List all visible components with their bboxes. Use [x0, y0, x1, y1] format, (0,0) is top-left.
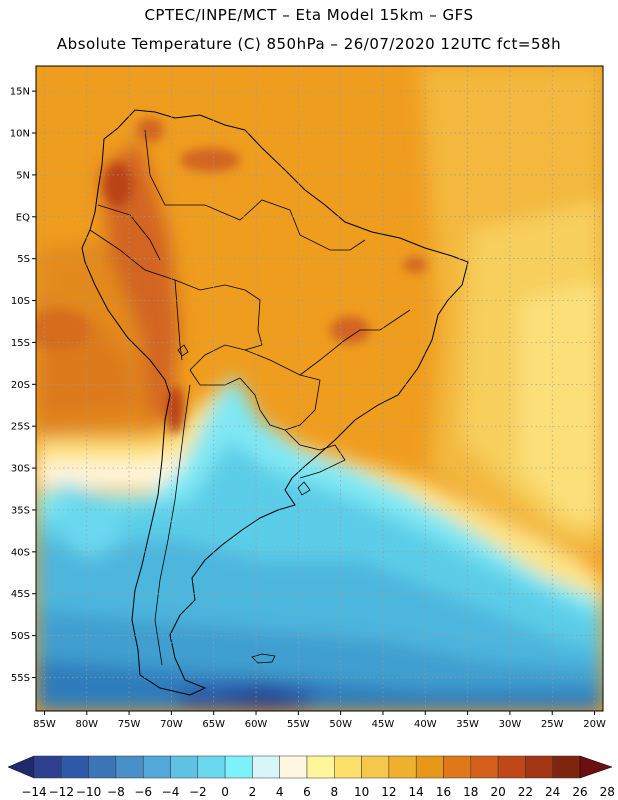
colorbar-label: 0 [221, 785, 229, 799]
lon-label: 85W [33, 719, 56, 730]
temperature-field [36, 66, 603, 711]
colorbar-label: −10 [76, 785, 101, 799]
colorbar-label: 26 [572, 785, 587, 799]
lat-label: 10S [11, 296, 30, 307]
lat-label: 35S [11, 505, 30, 516]
colorbar-swatch [470, 755, 499, 779]
colorbar-swatch [552, 755, 581, 779]
colorbar-swatch [279, 755, 308, 779]
colorbar-swatch [252, 755, 280, 779]
lon-label: 70W [160, 719, 183, 730]
colorbar-label: 28 [600, 785, 615, 799]
colorbar-label: 14 [409, 785, 424, 799]
lon-label: 35W [456, 719, 479, 730]
latitude-labels: 15N 10N 5N EQ 5S 10S 15S 20S 25S 30S 35S 40S 45S 50S 5… [10, 87, 30, 684]
colorbar-label: 12 [381, 785, 396, 799]
colorbar-label: 22 [518, 785, 533, 799]
lagoa-dos-patos [297, 481, 311, 496]
colorbar-swatch [224, 755, 253, 779]
lat-label: 10N [10, 129, 30, 140]
colorbar-label: 16 [436, 785, 451, 799]
lat-lon-grid [32, 66, 603, 715]
colorbar-swatch [334, 755, 362, 779]
lat-label: 5N [16, 170, 30, 181]
colorbar-swatch [142, 755, 171, 779]
longitude-labels: 85W 80W 75W 70W 65W 60W 55W 50W 45W 40W 35W 30W 25W 2… [33, 719, 606, 730]
colorbar-swatch [388, 755, 417, 779]
colorbar-label: −2 [189, 785, 207, 799]
colorbar-label: −6 [134, 785, 152, 799]
colorbar-label: 10 [354, 785, 369, 799]
colorbar-min-arrow [7, 755, 35, 779]
colorbar-swatch [33, 755, 62, 779]
lat-label: 45S [11, 589, 30, 600]
lon-label: 25W [541, 719, 564, 730]
colorbar-swatch [497, 755, 526, 779]
map-frame [35, 65, 604, 712]
lon-label: 20W [583, 719, 606, 730]
colorbar-label: 2 [249, 785, 257, 799]
lat-label: 15S [11, 338, 30, 349]
lon-label: 80W [75, 719, 98, 730]
lon-label: 60W [245, 719, 268, 730]
colorbar-swatch [525, 755, 553, 779]
colorbar-swatch [170, 755, 199, 779]
lon-label: 30W [499, 719, 522, 730]
colorbar-swatch [197, 755, 226, 779]
colorbar-label: −14 [21, 785, 46, 799]
colorbar-max-arrow [579, 755, 613, 779]
falkland-islands [251, 653, 276, 664]
colorbar-swatch [443, 755, 472, 779]
colorbar-label: 24 [545, 785, 560, 799]
colorbar-label: −8 [107, 785, 125, 799]
lat-label: EQ [16, 212, 30, 223]
colorbar-label: 4 [276, 785, 284, 799]
title-line-1: CPTEC/INPE/MCT – Eta Model 15km – GFS [144, 6, 474, 24]
lat-label: 5S [17, 254, 30, 265]
colorbar-label: 6 [303, 785, 311, 799]
coastline-south-america [81, 109, 469, 696]
colorbar-swatch [415, 755, 444, 779]
colorbar-label: 20 [490, 785, 505, 799]
title-line-2: Absolute Temperature (C) 850hPa – 26/07/… [56, 35, 562, 53]
lat-label: 30S [11, 464, 30, 475]
colorbar-swatch [361, 755, 390, 779]
colorbar-swatch [61, 755, 89, 779]
colorbar-label: 8 [330, 785, 338, 799]
lon-label: 50W [329, 719, 352, 730]
lat-label: 20S [11, 380, 30, 391]
lon-label: 45W [372, 719, 395, 730]
lat-label: 25S [11, 422, 30, 433]
colorbar-swatch [115, 755, 144, 779]
colorbar-swatch [88, 755, 117, 779]
colorbar [7, 755, 613, 779]
colorbar-swatch [306, 755, 335, 779]
lat-label: 55S [11, 673, 30, 684]
colorbar-label: −12 [49, 785, 74, 799]
lat-label: 40S [11, 547, 30, 558]
colorbar-labels: −14 −12 −10 −8 −6 −4 −2 0 2 4 6 8 10 12 14 16 18 20 22 24 26… [21, 785, 615, 799]
colorbar-label: 18 [463, 785, 478, 799]
lat-label: 50S [11, 631, 30, 642]
lon-label: 40W [414, 719, 437, 730]
lon-label: 55W [287, 719, 310, 730]
lon-label: 75W [118, 719, 141, 730]
lon-label: 65W [202, 719, 225, 730]
colorbar-label: −4 [162, 785, 180, 799]
lat-label: 15N [10, 87, 30, 98]
lake-titicaca [177, 344, 189, 357]
